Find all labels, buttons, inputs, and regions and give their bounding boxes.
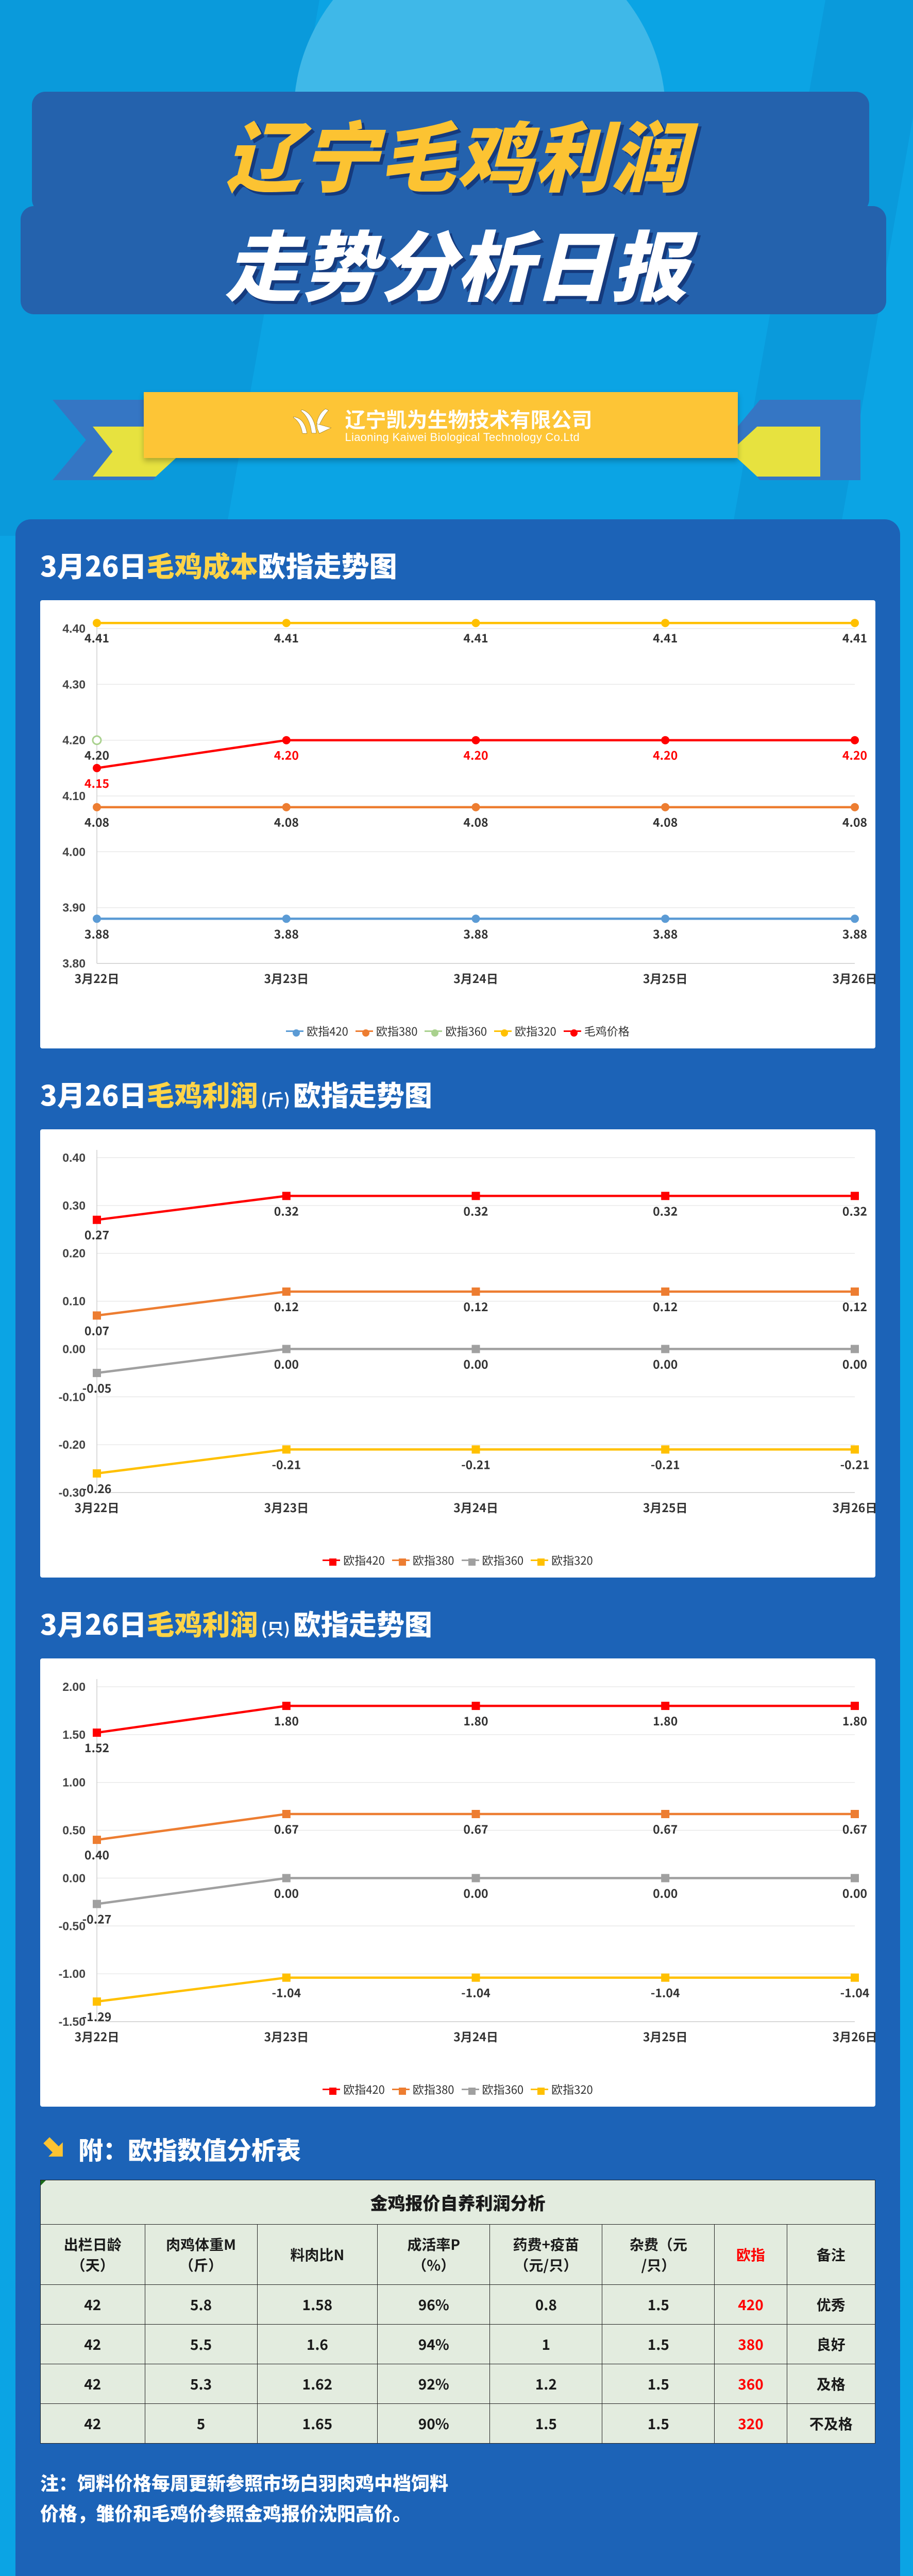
svg-text:0.27: 0.27 (84, 1226, 109, 1243)
svg-text:3月25日: 3月25日 (643, 1498, 688, 1516)
svg-text:0.32: 0.32 (463, 1201, 488, 1219)
svg-text:0.00: 0.00 (463, 1354, 488, 1372)
svg-text:3月24日: 3月24日 (453, 1498, 498, 1516)
svg-text:3月22日: 3月22日 (75, 2027, 120, 2045)
svg-text:-0.05: -0.05 (82, 1379, 112, 1396)
svg-text:3月24日: 3月24日 (453, 2027, 498, 2045)
svg-text:0.67: 0.67 (653, 1820, 678, 1837)
svg-text:3月25日: 3月25日 (643, 2027, 688, 2045)
svg-text:1.00: 1.00 (62, 1776, 86, 1789)
svg-text:3月23日: 3月23日 (264, 969, 309, 987)
svg-text:3月26日: 3月26日 (833, 1498, 875, 1516)
svg-text:0.32: 0.32 (653, 1201, 678, 1219)
svg-text:4.10: 4.10 (62, 789, 86, 803)
svg-text:0.00: 0.00 (653, 1354, 678, 1372)
svg-text:0.12: 0.12 (653, 1297, 678, 1315)
svg-text:0.00: 0.00 (62, 1871, 86, 1885)
svg-text:-1.04: -1.04 (461, 1984, 491, 2001)
svg-text:1.80: 1.80 (274, 1711, 299, 1729)
svg-text:-0.26: -0.26 (82, 1479, 112, 1497)
svg-text:1.50: 1.50 (62, 1728, 86, 1741)
svg-text:0.12: 0.12 (842, 1297, 867, 1315)
svg-text:-0.30: -0.30 (59, 1486, 86, 1499)
svg-text:-1.04: -1.04 (272, 1984, 301, 2001)
svg-text:4.41: 4.41 (842, 629, 867, 646)
svg-text:4.41: 4.41 (463, 629, 488, 646)
svg-text:3月22日: 3月22日 (75, 1498, 120, 1516)
svg-text:4.41: 4.41 (84, 629, 109, 646)
svg-text:3月22日: 3月22日 (75, 969, 120, 987)
svg-text:4.00: 4.00 (62, 845, 86, 858)
svg-text:1.80: 1.80 (653, 1711, 678, 1729)
svg-text:0.40: 0.40 (62, 1151, 86, 1164)
svg-text:4.08: 4.08 (842, 813, 867, 831)
svg-text:0.00: 0.00 (842, 1354, 867, 1372)
svg-text:2.00: 2.00 (62, 1680, 86, 1693)
svg-text:3.88: 3.88 (842, 924, 867, 942)
svg-text:-0.21: -0.21 (840, 1455, 870, 1472)
svg-text:-0.50: -0.50 (59, 1919, 86, 1933)
svg-text:-1.29: -1.29 (82, 2007, 112, 2025)
svg-text:3月26日: 3月26日 (833, 2027, 875, 2045)
svg-text:3.88: 3.88 (463, 924, 488, 942)
svg-text:-1.04: -1.04 (651, 1984, 680, 2001)
svg-text:3.90: 3.90 (62, 901, 86, 914)
svg-text:0.10: 0.10 (62, 1295, 86, 1308)
svg-text:-0.21: -0.21 (651, 1455, 680, 1472)
svg-text:4.08: 4.08 (463, 813, 488, 831)
svg-text:4.41: 4.41 (274, 629, 299, 646)
svg-text:4.20: 4.20 (84, 746, 109, 764)
svg-text:3月25日: 3月25日 (643, 969, 688, 987)
svg-text:4.20: 4.20 (62, 734, 86, 747)
svg-text:0.67: 0.67 (842, 1820, 867, 1837)
svg-text:-0.27: -0.27 (82, 1910, 112, 1927)
svg-text:-0.21: -0.21 (272, 1455, 301, 1472)
svg-text:3月26日: 3月26日 (833, 969, 875, 987)
svg-text:4.40: 4.40 (62, 622, 86, 635)
svg-text:0.12: 0.12 (463, 1297, 488, 1315)
svg-text:4.20: 4.20 (463, 746, 488, 764)
svg-text:0.67: 0.67 (463, 1820, 488, 1837)
svg-text:0.00: 0.00 (62, 1342, 86, 1355)
svg-text:-0.20: -0.20 (59, 1438, 86, 1451)
svg-text:4.41: 4.41 (653, 629, 678, 646)
svg-text:4.20: 4.20 (653, 746, 678, 764)
svg-text:-1.50: -1.50 (59, 2015, 86, 2028)
svg-text:0.40: 0.40 (84, 1845, 109, 1863)
svg-text:0.00: 0.00 (842, 1884, 867, 1901)
svg-text:1.52: 1.52 (84, 1738, 109, 1756)
svg-text:-0.10: -0.10 (59, 1390, 86, 1403)
svg-text:4.20: 4.20 (842, 746, 867, 764)
svg-text:0.00: 0.00 (274, 1354, 299, 1372)
svg-text:0.12: 0.12 (274, 1297, 299, 1315)
svg-text:3.88: 3.88 (653, 924, 678, 942)
svg-text:3月23日: 3月23日 (264, 2027, 309, 2045)
svg-text:3.88: 3.88 (84, 924, 109, 942)
svg-text:0.20: 0.20 (62, 1247, 86, 1260)
svg-text:1.80: 1.80 (463, 1711, 488, 1729)
svg-text:3月23日: 3月23日 (264, 1498, 309, 1516)
svg-text:-1.00: -1.00 (59, 1967, 86, 1980)
svg-text:0.32: 0.32 (274, 1201, 299, 1219)
svg-text:3月24日: 3月24日 (453, 969, 498, 987)
svg-text:0.00: 0.00 (463, 1884, 488, 1901)
svg-text:0.50: 0.50 (62, 1824, 86, 1837)
svg-text:4.20: 4.20 (274, 746, 299, 764)
svg-text:-1.04: -1.04 (840, 1984, 870, 2001)
svg-text:0.00: 0.00 (653, 1884, 678, 1901)
svg-text:4.08: 4.08 (84, 813, 109, 831)
svg-text:3.80: 3.80 (62, 957, 86, 970)
svg-text:-0.21: -0.21 (461, 1455, 491, 1472)
svg-text:0.67: 0.67 (274, 1820, 299, 1837)
svg-text:1.80: 1.80 (842, 1711, 867, 1729)
svg-text:0.00: 0.00 (274, 1884, 299, 1901)
svg-text:4.08: 4.08 (274, 813, 299, 831)
svg-text:3.88: 3.88 (274, 924, 299, 942)
svg-text:0.07: 0.07 (84, 1321, 109, 1338)
svg-text:0.32: 0.32 (842, 1201, 867, 1219)
svg-text:4.30: 4.30 (62, 677, 86, 691)
svg-text:4.15: 4.15 (84, 774, 109, 791)
svg-text:4.08: 4.08 (653, 813, 678, 831)
svg-text:0.30: 0.30 (62, 1199, 86, 1212)
